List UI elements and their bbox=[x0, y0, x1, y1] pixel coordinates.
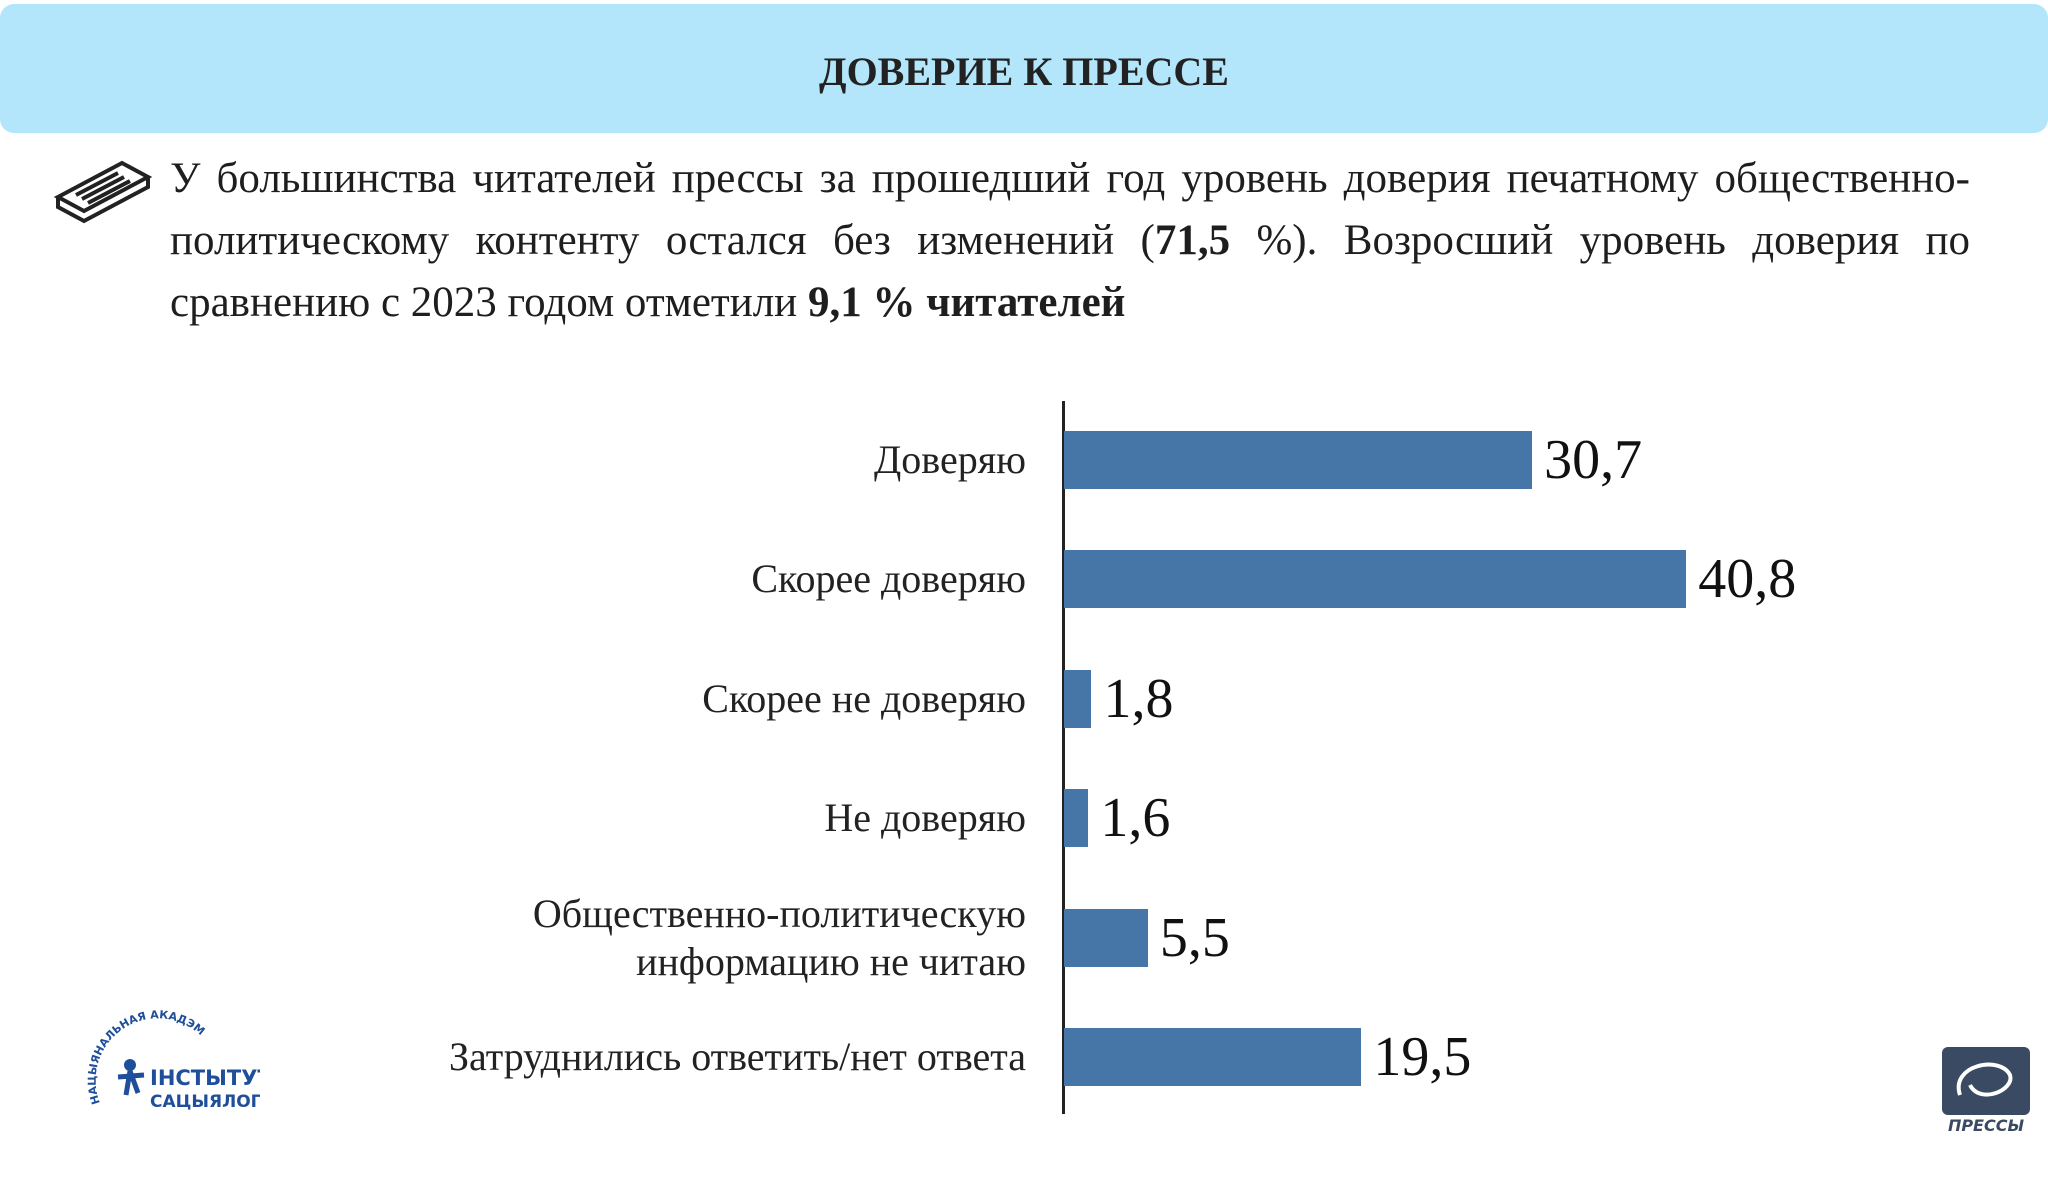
category-label: Общественно-политическую информацию не ч… bbox=[532, 890, 1026, 984]
header-band bbox=[0, 4, 2048, 133]
category-label: Скорее доверяю bbox=[751, 556, 1026, 602]
value-label: 1,8 bbox=[1103, 667, 1174, 730]
summary-text: У большинства читателей прессы за прошед… bbox=[170, 148, 1970, 334]
bar bbox=[1064, 431, 1533, 489]
bar bbox=[1064, 908, 1148, 967]
value-label: 19,5 bbox=[1373, 1026, 1472, 1088]
category-label: Скорее не доверяю bbox=[702, 675, 1026, 721]
logo-text: ПРЕССЫ bbox=[1948, 1116, 2025, 1135]
value-label: 40,8 bbox=[1698, 548, 1797, 611]
category-label: Доверяю bbox=[874, 437, 1026, 482]
logo-text: САЦЫЯЛОГІІ bbox=[150, 1092, 260, 1112]
bar bbox=[1064, 550, 1687, 609]
value-label: 30,7 bbox=[1544, 429, 1643, 491]
category-label: Затруднились ответить/нет ответа bbox=[448, 1034, 1026, 1079]
bar bbox=[1064, 789, 1089, 848]
institute-logo: НАЦЫЯНАЛЬНАЯ АКАДЭМІЯ НАВУК БЕЛАРУСІ ІНС… bbox=[60, 985, 260, 1112]
value-label: 5,5 bbox=[1159, 906, 1230, 969]
text-run: У большинства читателей прессы за прошед… bbox=[170, 155, 1970, 264]
logo-text: ІНСТЫТУТ bbox=[150, 1066, 260, 1090]
newspaper-icon bbox=[53, 160, 152, 224]
bar bbox=[1064, 669, 1092, 728]
value-label: 1,6 bbox=[1100, 787, 1171, 850]
axis-line bbox=[1062, 401, 1065, 1114]
header-title: ДОВЕРИЕ К ПРЕССЕ bbox=[819, 49, 1229, 94]
text-run: 71,5 bbox=[1154, 217, 1231, 264]
text-run: 9,1 % читателей bbox=[807, 279, 1126, 326]
bar bbox=[1064, 1028, 1362, 1086]
category-label: Не доверяю bbox=[824, 795, 1026, 841]
text-run: %). Возросший уровень доверия по сравнен… bbox=[170, 217, 1970, 326]
press-logo: ПРЕССЫ bbox=[1942, 1047, 2030, 1135]
